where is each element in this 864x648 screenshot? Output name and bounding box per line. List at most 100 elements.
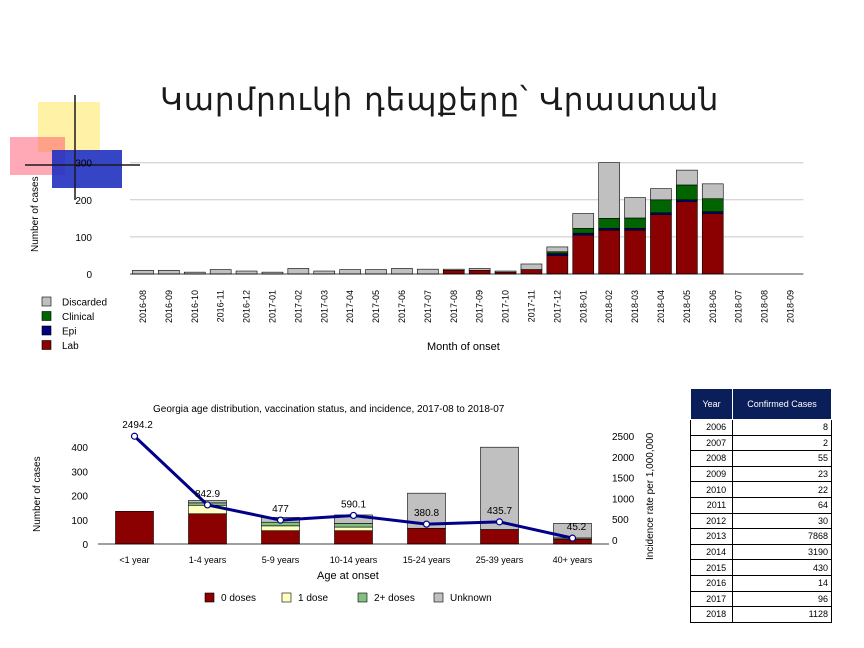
chart2-xtick-label: 1-4 years xyxy=(189,555,227,565)
table-row: 2006 8 xyxy=(689,419,832,436)
chart2-legend-label: 2+ doses xyxy=(374,593,415,604)
table-cell-year: 2011 xyxy=(689,496,734,514)
chart2-ytick-label: 0 xyxy=(82,540,88,551)
chart1-bar-discarded xyxy=(624,197,646,219)
table-row: 2017 96 xyxy=(689,590,832,608)
table-cell-cases: 22 xyxy=(732,481,832,498)
table-cell-year: 2009 xyxy=(689,465,734,483)
chart1-bar-discarded xyxy=(701,183,724,199)
chart1-xtick-label: 2017-05 xyxy=(371,290,381,323)
chart1-xtick-label: 2017-03 xyxy=(319,290,329,323)
chart1-xtick-label: 2018-06 xyxy=(708,290,718,323)
table-row: 2012 30 xyxy=(689,512,832,530)
chart1-bars xyxy=(130,162,804,275)
table-cell-year: 2017 xyxy=(689,590,734,608)
table-cell-cases: 430 xyxy=(732,559,832,576)
chart2-y2tick-label: 500 xyxy=(612,515,629,526)
chart2-legend-swatch xyxy=(433,592,444,603)
chart2-legend: 0 doses 1 dose 2+ doses Unknown xyxy=(204,592,492,604)
chart2-bars xyxy=(115,446,592,545)
table-cell-year: 2007 xyxy=(689,434,734,452)
chart2-ytick-label: 300 xyxy=(71,467,88,478)
confirmed-cases-table: Year Confirmed Cases 2006 8 2007 2 2008 55 200… xyxy=(689,388,832,623)
chart2-incidence-point xyxy=(349,511,358,520)
chart1-ytick-label: 100 xyxy=(75,233,92,244)
table-cell-year: 2008 xyxy=(689,450,734,467)
table-cell-cases: 64 xyxy=(732,496,832,514)
table-cell-year: 2010 xyxy=(689,481,734,498)
chart2-incidence-point xyxy=(203,501,212,509)
chart1-xtick-label: 2017-12 xyxy=(552,290,562,323)
chart1-xtick-label: 2017-11 xyxy=(526,290,536,322)
decorative-squares xyxy=(10,95,140,200)
chart2-data-label: 842.9 xyxy=(195,489,220,500)
chart1-legend-label: Discarded xyxy=(62,298,107,309)
chart1-xtick-label: 2018-02 xyxy=(604,290,614,323)
chart1-bar-discarded xyxy=(520,263,543,270)
table-row: 2007 2 xyxy=(689,434,832,452)
chart1-ytick-label: 0 xyxy=(86,270,92,281)
chart2-xtick-label: 40+ years xyxy=(553,555,593,565)
chart1-xtick-label: 2017-07 xyxy=(423,290,433,323)
chart1-xtick-label: 2017-04 xyxy=(345,290,355,323)
chart2-bar-2-doses xyxy=(334,523,373,528)
chart1-legend-swatch xyxy=(41,325,52,336)
chart2-title: Georgia age distribution, vaccination st… xyxy=(153,404,505,415)
chart1-xtick-label: 2018-04 xyxy=(656,290,666,323)
chart2-data-label: 435.7 xyxy=(487,506,512,517)
chart2-legend-label: Unknown xyxy=(450,593,492,604)
chart2-xtick-label: 10-14 years xyxy=(330,555,378,565)
table-cell-year: 2016 xyxy=(689,574,734,592)
chart1-xtick-label: 2017-06 xyxy=(397,290,407,323)
chart1-grid: 0 100 200 300 xyxy=(75,159,804,281)
table-cell-year: 2014 xyxy=(689,543,734,561)
table-cell-cases: 96 xyxy=(732,590,832,608)
table-header-row: Year Confirmed Cases xyxy=(689,388,832,420)
chart2-bar-unknown xyxy=(480,446,519,530)
chart1-bar-discarded xyxy=(676,169,698,186)
chart1-ytick-label: 300 xyxy=(75,159,92,170)
table-cell-cases: 23 xyxy=(732,465,832,483)
table-cell-cases: 3190 xyxy=(732,543,832,561)
chart2-data-label: 477 xyxy=(272,504,289,515)
chart2-data-label: 590.1 xyxy=(341,499,366,510)
chart1-bar-discarded xyxy=(442,268,465,271)
chart2-incidence-point xyxy=(495,518,504,526)
chart2-incidence-point xyxy=(276,516,285,524)
table-row: 2018 1128 xyxy=(689,606,832,623)
chart2-y2tick-label: 1000 xyxy=(612,494,635,505)
chart1-xtick-label: 2017-09 xyxy=(475,290,485,323)
monthly-cases-chart: Number of cases Month of onset 0 100 200 30… xyxy=(30,159,804,353)
blue-square xyxy=(52,150,122,188)
chart2-xtick-label: 15-24 years xyxy=(403,555,451,565)
table-cell-cases: 2 xyxy=(732,434,832,452)
chart2-ytick-label: 100 xyxy=(71,516,88,527)
chart2-incidence-point xyxy=(568,534,577,542)
chart1-xlabel: Month of onset xyxy=(427,341,500,353)
table-body: 2006 8 2007 2 2008 55 2009 23 2010 22 2011 64 2012 30… xyxy=(689,419,832,623)
chart1-bar-discarded xyxy=(546,246,569,253)
chart1-xtick-label: 2017-02 xyxy=(293,290,303,323)
table-header-cases: Confirmed Cases xyxy=(732,388,832,420)
table-header-year: Year xyxy=(689,388,734,420)
chart2-ylabel: Number of cases xyxy=(32,456,43,532)
table-cell-cases: 30 xyxy=(732,512,832,530)
chart2-ytick-label: 400 xyxy=(71,443,88,454)
chart1-bar-discarded xyxy=(494,270,517,273)
table-row: 2014 3190 xyxy=(689,543,832,561)
chart2-bar-0-doses xyxy=(261,530,300,545)
chart1-xtick-label: 2018-07 xyxy=(734,290,744,323)
chart1-xtick-label: 2018-08 xyxy=(760,290,770,323)
chart1-xtick-label: 2018-03 xyxy=(630,290,640,323)
chart2-bar-0-doses xyxy=(188,513,227,545)
table-cell-year: 2006 xyxy=(689,419,734,436)
table-row: 2011 64 xyxy=(689,496,832,514)
chart1-xtick-label: 2016-10 xyxy=(190,290,200,323)
chart1-bar-discarded xyxy=(650,188,672,201)
table-row: 2013 7868 xyxy=(689,528,832,545)
table-cell-year: 2012 xyxy=(689,512,734,530)
chart2-legend-swatch xyxy=(281,592,292,603)
chart1-legend-swatch xyxy=(41,296,52,307)
chart2-data-label: 2494.2 xyxy=(122,420,153,431)
